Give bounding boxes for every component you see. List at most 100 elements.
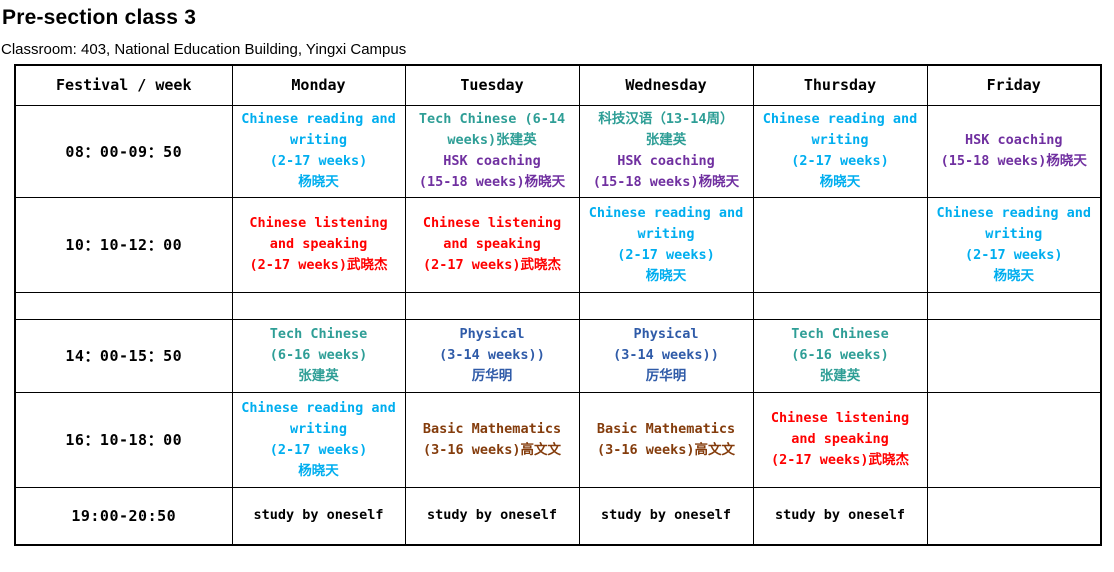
timetable-row: 08：00-09：50 Chinese reading and writing (2-…	[14, 104, 1102, 198]
course-line: (2-17 weeks)	[964, 246, 1063, 263]
course-cell	[926, 291, 1102, 320]
course-line: (3-14 weeks))	[439, 347, 545, 363]
course-block: Chinese listening and speaking (2-17 weeks…	[408, 213, 577, 276]
course-block: Chinese reading and writing (2-17 weeks) 杨晓…	[235, 398, 403, 482]
course-line: (6-16 weeks)	[269, 347, 368, 363]
course-line: 科技汉语（13-14周）	[598, 111, 734, 127]
time-cell: 16：10-18：00	[14, 391, 233, 488]
course-cell	[926, 391, 1102, 488]
course-line: HSK coaching	[443, 153, 541, 169]
course-block: HSK coaching (15-18 weeks)杨晓天	[408, 151, 577, 193]
course-line: (15-18 weeks)杨晓天	[592, 174, 740, 190]
course-cell: Chinese reading and writing (2-17 weeks) 杨晓…	[752, 104, 928, 198]
course-line: Chinese listening	[422, 215, 562, 231]
course-cell: Physical (3-14 weeks)) 厉华明	[404, 318, 580, 393]
course-line: (2-17 weeks)	[791, 153, 889, 169]
course-cell: Chinese reading and writing (2-17 weeks) 杨晓…	[231, 391, 406, 488]
day-header-wednesday: Wednesday	[578, 64, 754, 106]
timetable-row	[14, 291, 1102, 320]
time-cell: 08：00-09：50	[14, 104, 233, 198]
course-line: 张建英	[298, 368, 339, 384]
course-line: writing	[290, 420, 347, 437]
course-line: Tech Chinese (6-14	[418, 111, 566, 127]
course-block: Chinese reading and writing (2-17 weeks) 杨晓…	[930, 203, 1099, 287]
course-line: Basic Mathematics	[596, 420, 736, 437]
course-block: Tech Chinese (6-16 weeks) 张建英	[235, 324, 403, 387]
day-header-friday: Friday	[926, 64, 1102, 106]
course-block: 科技汉语（13-14周） 张建英	[582, 109, 751, 151]
course-cell: Chinese listening and speaking (2-17 weeks…	[404, 196, 580, 293]
course-line: 厉华明	[645, 368, 687, 384]
course-cell: study by oneself	[231, 486, 406, 546]
course-cell: Basic Mathematics (3-16 weeks)高文文	[578, 391, 754, 488]
course-line: and speaking	[791, 431, 889, 447]
course-line: writing	[637, 225, 695, 242]
course-block: Chinese listening and speaking (2-17 weeks…	[235, 213, 403, 276]
timetable-row: 14：00-15：50 Tech Chinese (6-16 weeks) 张建英 Ph…	[14, 318, 1102, 393]
course-line: (2-17 weeks)武晓杰	[422, 257, 562, 273]
day-header-tuesday: Tuesday	[404, 64, 580, 106]
classroom-subtitle: Classroom: 403, National Education Build…	[1, 41, 407, 58]
course-line: (6-16 weeks)	[791, 347, 889, 363]
course-cell	[926, 486, 1102, 546]
course-line: (15-18 weeks)杨晓天	[418, 174, 566, 190]
timetable-body: 08：00-09：50 Chinese reading and writing (2-…	[14, 104, 1102, 546]
course-line: 杨晓天	[645, 267, 687, 284]
course-cell: Chinese reading and writing (2-17 weeks) 杨晓…	[926, 196, 1102, 293]
course-block: Tech Chinese (6-16 weeks) 张建英	[756, 324, 925, 387]
course-line: 杨晓天	[298, 174, 339, 190]
course-line: Chinese listening	[770, 410, 910, 426]
course-cell: Chinese listening and speaking (2-17 weeks…	[752, 391, 928, 488]
course-line: HSK coaching	[964, 132, 1063, 148]
course-line: Chinese listening	[249, 215, 388, 231]
header-row: Festival / week Monday Tuesday Wednesday Thu…	[14, 64, 1102, 106]
course-line: and speaking	[269, 236, 368, 252]
course-line: (2-17 weeks)武晓杰	[249, 257, 388, 273]
course-cell: study by oneself	[404, 486, 580, 546]
course-line: writing	[811, 132, 869, 148]
course-line: 杨晓天	[993, 267, 1035, 284]
course-cell: HSK coaching (15-18 weeks)杨晓天	[926, 104, 1102, 198]
course-cell	[752, 196, 928, 293]
course-line: Chinese reading and	[241, 111, 396, 127]
course-line: 厉华明	[471, 368, 513, 384]
course-cell: Physical (3-14 weeks)) 厉华明	[578, 318, 754, 393]
course-line: Chinese reading and	[936, 204, 1091, 221]
course-line: (3-16 weeks)高文文	[596, 441, 736, 458]
time-cell: 19:00-20:50	[14, 486, 233, 546]
corner-header: Festival / week	[14, 64, 233, 106]
course-cell: Tech Chinese (6-16 weeks) 张建英	[752, 318, 928, 393]
course-line: 杨晓天	[819, 174, 861, 190]
page-title: Pre-section class 3	[2, 6, 197, 29]
course-line: study by oneself	[774, 507, 906, 524]
course-block: Chinese reading and writing (2-17 weeks) 杨晓…	[235, 109, 403, 193]
course-block: study by oneself	[235, 505, 403, 526]
course-cell: Tech Chinese (6-16 weeks) 张建英	[231, 318, 406, 393]
course-block: study by oneself	[408, 505, 577, 526]
timetable: Festival / week Monday Tuesday Wednesday Thu…	[14, 64, 1102, 546]
course-cell: Chinese listening and speaking (2-17 weeks…	[231, 196, 406, 293]
course-cell: study by oneself	[578, 486, 754, 546]
course-block: study by oneself	[582, 505, 751, 526]
course-line: study by oneself	[426, 507, 558, 524]
course-block: HSK coaching (15-18 weeks)杨晓天	[582, 151, 751, 193]
course-line: 张建英	[819, 368, 861, 384]
course-line: and speaking	[443, 236, 541, 252]
course-line: (3-16 weeks)高文文	[422, 441, 562, 458]
course-line: writing	[290, 132, 347, 148]
course-cell	[404, 291, 580, 320]
course-line: HSK coaching	[617, 153, 715, 169]
course-block: Chinese reading and writing (2-17 weeks) 杨晓…	[756, 109, 925, 193]
course-cell: Basic Mathematics (3-16 weeks)高文文	[404, 391, 580, 488]
course-block: study by oneself	[756, 505, 925, 526]
course-cell: 科技汉语（13-14周） 张建英 HSK coaching (15-18 weeks)…	[578, 104, 754, 198]
course-line: (2-17 weeks)	[617, 246, 715, 263]
course-line: (2-17 weeks)	[269, 441, 368, 458]
timetable-row: 16：10-18：00 Chinese reading and writing (2-…	[14, 391, 1102, 488]
course-block: Basic Mathematics (3-16 weeks)高文文	[408, 419, 577, 461]
course-cell: Chinese reading and writing (2-17 weeks) 杨晓…	[231, 104, 406, 198]
course-cell: Chinese reading and writing (2-17 weeks) 杨晓…	[578, 196, 754, 293]
course-line: Chinese reading and	[241, 399, 396, 416]
course-line: writing	[985, 225, 1043, 242]
course-line: study by oneself	[600, 507, 732, 524]
